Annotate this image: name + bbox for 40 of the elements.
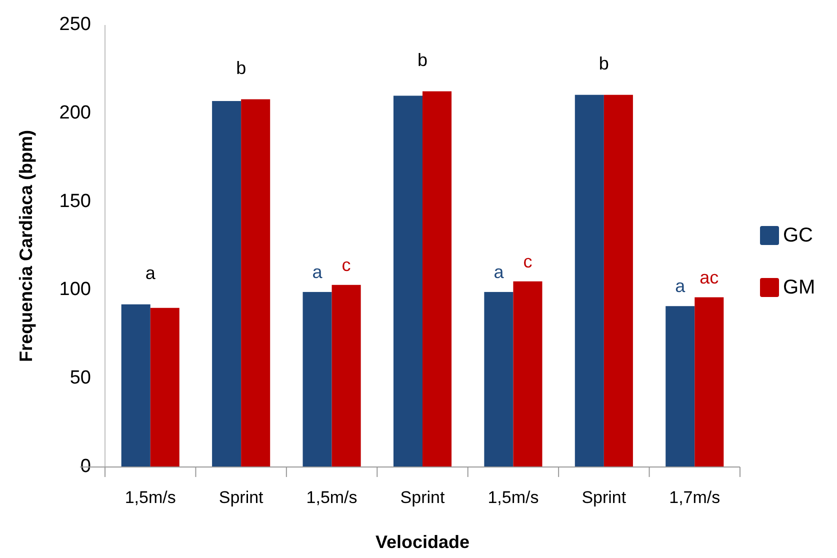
bar (332, 284, 361, 467)
data-label: a (312, 262, 324, 282)
x-tick-label: 1,5m/s (488, 488, 539, 507)
x-tick-label: 1,5m/s (306, 488, 358, 507)
y-tick-label: 50 (70, 368, 91, 389)
data-label: c (523, 251, 532, 272)
data-label: ac (700, 267, 719, 288)
data-label: a (675, 276, 686, 296)
y-tick-label: 100 (59, 279, 91, 300)
data-label: c (342, 254, 351, 275)
annotation: b (236, 58, 246, 78)
bar (484, 292, 514, 467)
bar (121, 304, 150, 467)
x-tick-label: Sprint (400, 488, 445, 507)
bar (241, 99, 270, 467)
x-axis-title: Velocidade (375, 532, 470, 552)
bar (604, 94, 633, 467)
data-label: a (494, 262, 505, 282)
x-tick-label: Sprint (582, 488, 626, 507)
bar (212, 101, 242, 467)
y-axis-title: Frequencia Cardiaca (bpm) (16, 130, 36, 362)
annotation: b (598, 54, 609, 74)
bar (150, 308, 180, 467)
x-tick-label: 1,5m/s (124, 488, 176, 507)
y-tick-label: 200 (59, 102, 91, 124)
x-tick-label: 1,7m/s (669, 488, 720, 507)
bar (666, 306, 695, 467)
bar (393, 96, 422, 467)
annotation: a (145, 263, 156, 284)
legend-label: GM (783, 276, 816, 298)
y-tick-label: 150 (59, 190, 91, 212)
legend-label: GC (783, 224, 813, 246)
annotation: b (417, 50, 428, 70)
bar (574, 94, 604, 467)
bar (513, 281, 542, 467)
y-tick-label: 250 (59, 14, 91, 36)
bar (302, 292, 332, 467)
x-tick-label: Sprint (218, 488, 264, 507)
bar (422, 91, 452, 467)
bar (694, 297, 724, 467)
